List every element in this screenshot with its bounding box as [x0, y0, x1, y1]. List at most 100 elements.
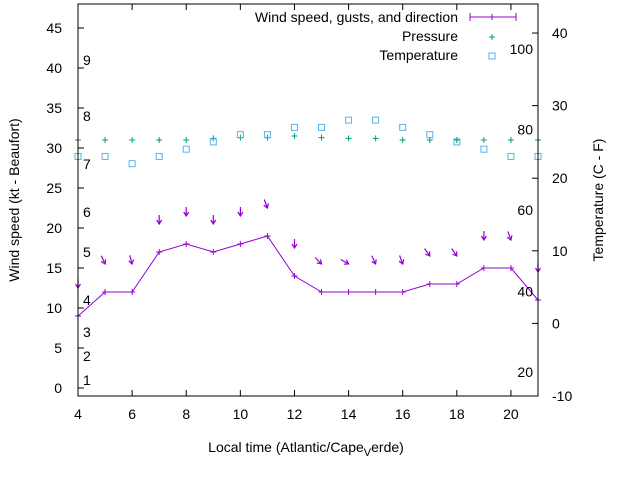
legend-label-pressure: Pressure	[402, 28, 458, 44]
gust-direction-arrow	[263, 199, 269, 210]
y-tick-label: 40	[46, 60, 62, 76]
y-tick-label: 5	[54, 340, 62, 356]
x-axis-label-tail: erde)	[371, 439, 404, 455]
temperature-point	[101, 152, 109, 160]
y-tick-label: 15	[46, 260, 62, 276]
beaufort-label: 2	[83, 348, 91, 364]
temperature-point	[453, 138, 461, 146]
tick-labels: 4 6 8 10 12 14 16 18 20051015202530354045-100102…	[46, 20, 572, 422]
y2-tick-label: 40	[552, 25, 568, 41]
temperature-point	[480, 145, 488, 153]
pressure-point	[291, 133, 298, 139]
temperature-point	[290, 123, 298, 131]
x-tick-label: 6	[128, 406, 136, 422]
y2-tick-label: 0	[552, 315, 560, 331]
y-tick-label: 35	[46, 100, 62, 116]
fahrenheit-label: 100	[510, 41, 534, 57]
wind-speed-point	[453, 281, 460, 287]
gust-direction-arrow	[156, 215, 163, 226]
gust-direction-arrow	[128, 255, 135, 266]
legend-label-wind: Wind speed, gusts, and direction	[255, 9, 458, 25]
gust-direction-arrow	[340, 258, 350, 265]
temperature-point	[399, 123, 407, 131]
fahrenheit-label: 80	[517, 122, 533, 138]
gust-direction-arrow	[183, 207, 190, 218]
gust-direction-arrow	[480, 231, 487, 242]
wind-speed-point	[372, 289, 379, 295]
temperature-point	[507, 152, 515, 160]
legend: Wind speed, gusts, and direction Pressur…	[255, 9, 517, 63]
wind-speed-point	[345, 289, 352, 295]
pressure-point	[102, 137, 109, 143]
temperature-point	[209, 138, 217, 146]
gust-direction-arrow	[291, 239, 298, 250]
wind-speed-point	[507, 265, 514, 271]
legend-swatch-temperature	[488, 52, 496, 60]
wind-speed-point	[480, 265, 487, 271]
beaufort-label: 9	[83, 52, 91, 68]
beaufort-label: 5	[83, 244, 91, 260]
pressure-point	[156, 137, 163, 143]
y2-tick-label: 30	[552, 98, 568, 114]
gust-direction-arrow	[371, 255, 377, 266]
wind-speed-point	[129, 289, 136, 295]
gust-direction-arrow	[398, 255, 405, 266]
wind-speed-point	[291, 273, 298, 279]
fahrenheit-label: 60	[517, 202, 533, 218]
wind-speed-line	[77, 235, 539, 317]
wind-speed-point	[426, 281, 433, 287]
x-tick-label: 8	[182, 406, 190, 422]
x-tick-label: 18	[449, 406, 465, 422]
legend-label-temperature: Temperature	[379, 47, 458, 63]
wind-speed-point	[264, 233, 271, 239]
pressure-point	[507, 137, 514, 143]
temperature-point	[155, 152, 163, 160]
y2-axis-label: Temperature (C - F)	[590, 139, 606, 262]
wind-speed-point	[399, 289, 406, 295]
fahrenheit-label: 40	[517, 283, 533, 299]
gust-direction-arrow	[100, 255, 107, 266]
beaufort-label: 4	[83, 292, 91, 308]
gust-direction-arrow	[424, 248, 431, 257]
plot-series	[74, 116, 542, 319]
wind-speed-point	[318, 289, 325, 295]
x-tick-label: 10	[233, 406, 249, 422]
wind-speed-point	[102, 289, 109, 295]
pressure-point	[210, 135, 217, 142]
y2-tick-label: 20	[552, 170, 568, 186]
x-tick-label: 4	[74, 406, 82, 422]
gust-direction-arrow	[506, 231, 513, 242]
beaufort-label: 8	[83, 108, 91, 124]
legend-swatch-wind-point	[489, 14, 495, 20]
pressure-point	[318, 134, 325, 141]
pressure-point	[372, 135, 379, 142]
x-tick-label: 16	[395, 406, 411, 422]
y-tick-label: 10	[46, 300, 62, 316]
pressure-point	[129, 137, 136, 143]
beaufort-label: 1	[83, 372, 91, 388]
plot-frame	[77, 3, 539, 397]
pressure-point	[345, 135, 352, 142]
temperature-point	[128, 160, 136, 168]
temperature-point	[263, 131, 271, 139]
y2-tick-label: 10	[552, 243, 568, 259]
beaufort-label: 7	[83, 156, 91, 172]
y-tick-label: 45	[46, 20, 62, 36]
temperature-point	[318, 123, 326, 131]
gust-direction-arrow	[237, 207, 244, 218]
x-tick-label: 12	[287, 406, 303, 422]
tick-marks	[77, 4, 538, 397]
wind-speed-point	[237, 241, 244, 247]
y-tick-label: 30	[46, 140, 62, 156]
temperature-point	[345, 116, 353, 124]
pressure-point	[453, 137, 460, 143]
y-tick-label: 25	[46, 180, 62, 196]
temperature-point	[182, 145, 190, 153]
y-tick-label: 20	[46, 220, 62, 236]
gust-direction-arrow	[451, 248, 458, 257]
legend-swatch-pressure	[489, 34, 495, 40]
beaufort-label: 3	[83, 324, 91, 340]
wind-speed-point	[156, 249, 163, 255]
beaufort-label: 6	[83, 204, 91, 220]
y2-tick-label: -10	[552, 388, 572, 404]
